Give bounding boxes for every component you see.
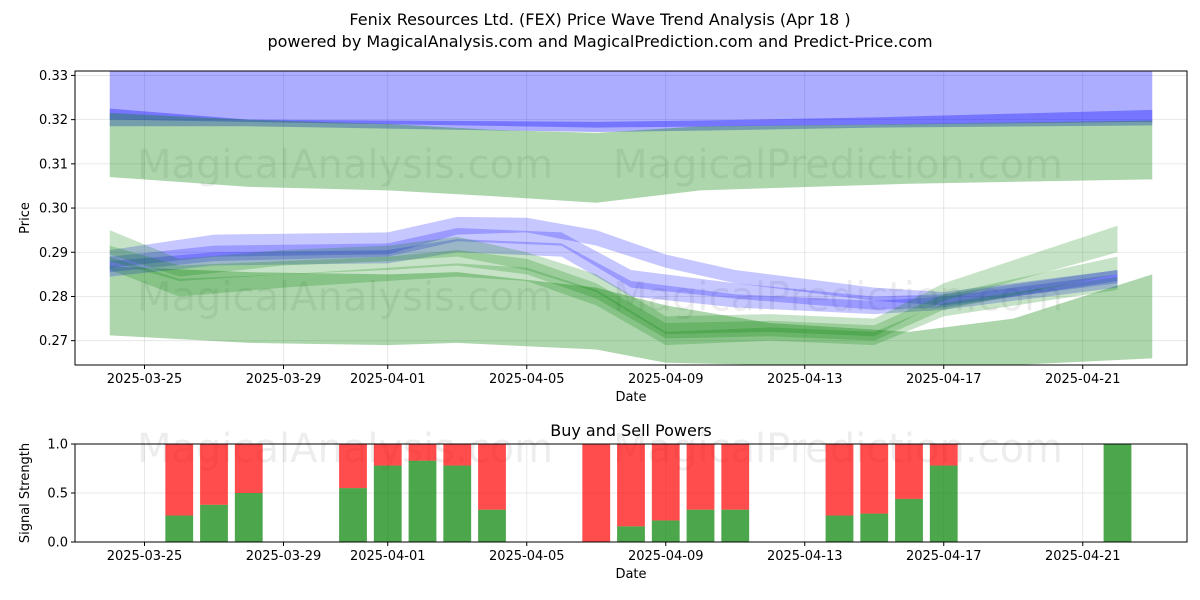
y-tick-label: 0.5 [47, 487, 68, 502]
green-wave-band [109, 256, 1118, 346]
sell-bar [929, 444, 958, 466]
buy-bar [895, 498, 923, 542]
x-tick-label: 2025-04-13 [767, 549, 843, 564]
buy-bar [339, 488, 367, 542]
price-frame [74, 70, 1188, 366]
x-tick-label: 2025-04-21 [1045, 372, 1121, 387]
blue-wave-band [109, 71, 1153, 128]
price-grid [75, 71, 1187, 365]
sell-bar [408, 444, 437, 461]
signal-title: Buy and Sell Powers [550, 421, 712, 440]
watermark: MagicalAnalysis.com [137, 274, 553, 320]
buy-bar [443, 465, 472, 542]
buy-bar [478, 509, 506, 542]
blue-wave-band [109, 239, 1118, 315]
x-tick-label: 2025-04-17 [906, 372, 982, 387]
sell-bar [339, 444, 367, 489]
green-wave-band [109, 225, 1118, 337]
sell-bar [234, 444, 263, 493]
sell-bar [617, 444, 645, 527]
buy-bar [651, 520, 680, 542]
chart-title: Fenix Resources Ltd. (FEX) Price Wave Tr… [349, 10, 851, 29]
sell-bar [825, 444, 854, 516]
x-tick-label: 2025-03-29 [246, 372, 322, 387]
x-tick-label: 2025-04-09 [628, 372, 704, 387]
signal-axes: 2025-03-25 2025-03-29 2025-04-01 2025-04-05… [18, 421, 1188, 582]
buy-bar [860, 513, 889, 542]
buy-bar [617, 526, 645, 542]
price-x-axis-label: Date [615, 390, 646, 405]
y-tick-label: 0.28 [39, 290, 68, 305]
green-wave-band [109, 266, 1153, 365]
x-tick-label: 2025-04-01 [350, 549, 426, 564]
sell-bar [165, 444, 194, 516]
green-wave-band [109, 245, 1118, 341]
watermark-group: MagicalAnalysis.com MagicalPrediction.com… [137, 142, 1063, 321]
blue-wave-band [109, 227, 1118, 310]
sell-bar [860, 444, 889, 514]
y-tick-label: 0.33 [39, 69, 68, 84]
buy-bar [1103, 444, 1132, 542]
sell-bar [582, 444, 611, 542]
x-tick-label: 2025-03-25 [107, 372, 183, 387]
signal-x-axis-label: Date [615, 567, 646, 582]
buy-bar [234, 493, 263, 542]
sell-bar [200, 444, 228, 505]
buy-bar [686, 509, 715, 542]
bar-group [165, 444, 1132, 542]
buy-bar [165, 515, 194, 542]
signal-y-axis-label: Signal Strength [18, 443, 33, 543]
y-tick-label: 0.31 [39, 157, 68, 172]
x-tick-label: 2025-04-09 [628, 549, 704, 564]
y-tick-label: 0.30 [39, 202, 68, 217]
sell-bar [373, 444, 402, 466]
buy-bar [825, 515, 854, 542]
x-tick-label: 2025-03-25 [107, 549, 183, 564]
watermark: MagicalPrediction.com [613, 142, 1063, 188]
y-tick-label: 1.0 [47, 438, 68, 453]
blue-wave-band [109, 108, 1153, 133]
green-wave-band [109, 113, 1153, 203]
price-y-axis-label: Price [18, 202, 33, 234]
blue-wave-band [109, 216, 1118, 306]
sell-bar [478, 444, 506, 510]
x-tick-label: 2025-04-13 [767, 372, 843, 387]
sell-bar [895, 444, 923, 499]
buy-bar [373, 465, 402, 542]
buy-bar [408, 460, 437, 542]
sell-bar [443, 444, 472, 466]
y-tick-label: 0.0 [47, 536, 68, 551]
price-axes: 2025-03-25 2025-03-29 2025-04-01 2025-04-05… [18, 69, 1188, 405]
band-group [109, 71, 1153, 365]
y-tick-label: 0.29 [39, 246, 68, 261]
x-tick-label: 2025-04-01 [350, 372, 426, 387]
y-tick-label: 0.27 [39, 334, 68, 349]
x-tick-label: 2025-04-05 [489, 549, 565, 564]
buy-bar [200, 504, 228, 542]
chart-subtitle: powered by MagicalAnalysis.com and Magic… [267, 32, 933, 51]
x-tick-label: 2025-04-05 [489, 372, 565, 387]
watermark: MagicalPrediction.com [613, 274, 1063, 320]
sell-bar [686, 444, 715, 510]
sell-bar [721, 444, 750, 510]
buy-bar [721, 509, 750, 542]
x-tick-label: 2025-04-17 [906, 549, 982, 564]
x-tick-label: 2025-03-29 [246, 549, 322, 564]
y-tick-label: 0.32 [39, 113, 68, 128]
watermark: MagicalAnalysis.com [137, 142, 553, 188]
sell-bar [651, 444, 680, 521]
buy-bar [929, 465, 958, 542]
x-tick-label: 2025-04-21 [1045, 549, 1121, 564]
